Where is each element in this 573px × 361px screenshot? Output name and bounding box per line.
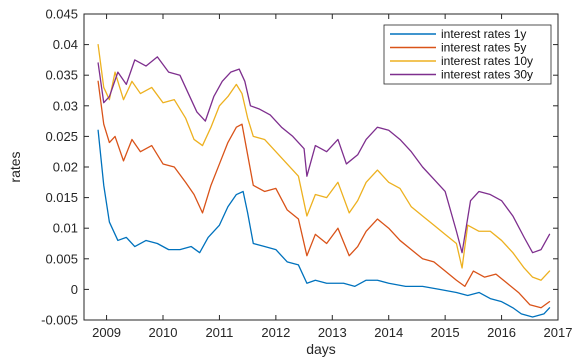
legend-label-interest-rates-30y: interest rates 30y	[441, 68, 533, 82]
y-tick-label: 0.045	[45, 7, 78, 22]
x-tick-label: 2017	[544, 325, 573, 340]
y-tick-label: 0.01	[53, 221, 78, 236]
series-line-interest-rates-5y	[97, 80, 551, 309]
x-tick-label: 2011	[205, 325, 233, 340]
x-axis-label: days	[306, 341, 336, 357]
y-axis-label: rates	[7, 151, 23, 182]
series-line-interest-rates-10y	[97, 43, 551, 281]
x-tick-label: 2016	[487, 325, 516, 340]
legend-label-interest-rates-5y: interest rates 5y	[441, 41, 526, 55]
x-tick-label: 2015	[431, 325, 460, 340]
x-tick-label: 2012	[261, 325, 290, 340]
y-tick-label: 0.025	[45, 129, 78, 144]
x-tick-label: 2010	[149, 325, 178, 340]
y-tick-label: -0.005	[41, 313, 78, 328]
legend-label-interest-rates-1y: interest rates 1y	[441, 27, 526, 41]
legend-label-interest-rates-10y: interest rates 10y	[441, 54, 533, 68]
y-tick-label: 0.04	[53, 37, 78, 52]
y-tick-label: 0.03	[53, 98, 78, 113]
series-line-interest-rates-30y	[97, 56, 551, 254]
x-tick-label: 2009	[92, 325, 121, 340]
x-tick-label: 2014	[374, 325, 403, 340]
x-tick-label: 2013	[318, 325, 347, 340]
y-tick-label: 0	[71, 282, 78, 297]
series-line-interest-rates-1y	[97, 129, 551, 318]
y-tick-label: 0.02	[53, 160, 78, 175]
axis-layer: 2009 2010 2011 2012 2013 2014 2015 2016 2017 -0.0…	[41, 7, 572, 341]
y-tick-label: 0.005	[45, 251, 78, 266]
y-tick-label: 0.035	[45, 68, 78, 83]
y-tick-label: 0.015	[45, 190, 78, 205]
series-layer	[97, 43, 551, 318]
